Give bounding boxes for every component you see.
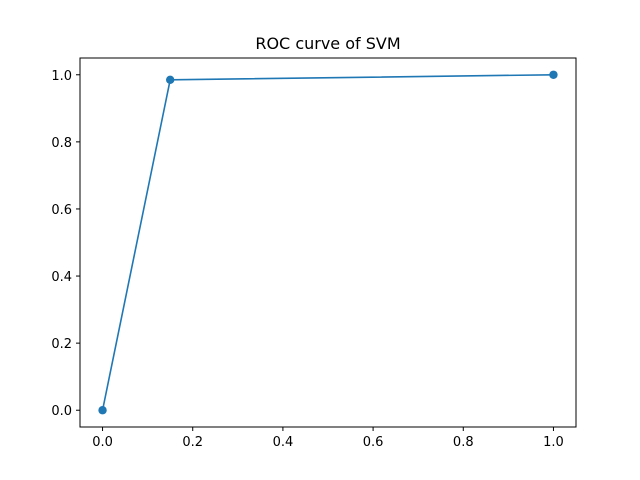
y-axis-ticks: 0.0 0.2 0.4 0.6 0.8 1.0 — [51, 69, 80, 419]
data-point — [165, 75, 175, 85]
x-tick-label: 0.4 — [273, 435, 294, 450]
y-tick-label: 0.2 — [51, 337, 72, 352]
series-layer — [98, 70, 558, 415]
plot-frame — [79, 57, 577, 428]
y-tick-label: 0.6 — [51, 203, 72, 218]
chart-title: ROC curve of SVM — [255, 34, 400, 53]
y-tick-label: 0.4 — [51, 270, 72, 285]
x-tick-label: 0.0 — [92, 435, 113, 450]
data-point — [549, 70, 558, 79]
y-tick-label: 1.0 — [51, 69, 72, 84]
y-tick-label: 0.0 — [51, 404, 72, 419]
x-tick-label: 1.0 — [543, 435, 564, 450]
y-tick-label: 0.8 — [51, 136, 72, 151]
x-tick-label: 0.2 — [182, 435, 203, 450]
x-axis-ticks: 0.0 0.2 0.4 0.6 0.8 1.0 — [92, 427, 564, 450]
x-tick-label: 0.8 — [453, 435, 474, 450]
plot-area — [80, 58, 576, 427]
x-tick-label: 0.6 — [363, 435, 384, 450]
data-point — [98, 406, 107, 415]
